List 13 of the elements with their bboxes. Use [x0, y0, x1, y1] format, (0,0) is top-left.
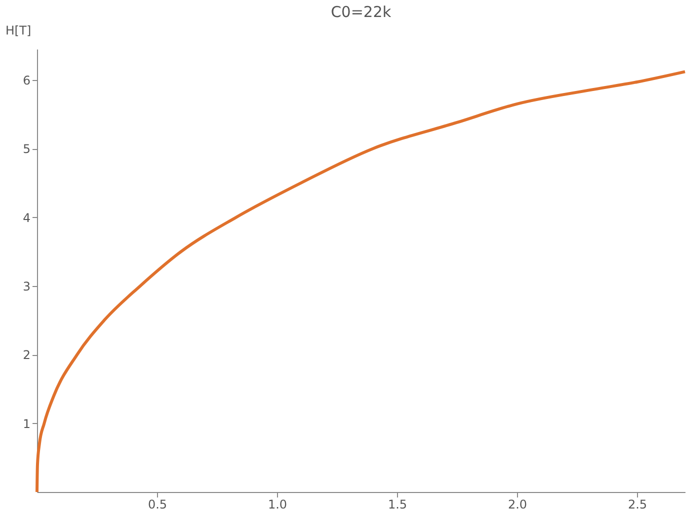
y-tick-label: 3: [22, 279, 30, 294]
y-tick-label: 5: [22, 142, 30, 156]
x-tick-label: 1.5: [388, 498, 408, 512]
y-tick-label: 4: [22, 210, 30, 225]
y-tick-label: 1: [22, 416, 30, 431]
x-tick-label: 0.5: [148, 498, 168, 512]
y-tick-label: 6: [22, 73, 30, 88]
x-tick-label: 1.0: [268, 498, 288, 512]
x-tick-label: 2.5: [628, 498, 648, 512]
chart-title: C0=22k: [330, 3, 392, 21]
y-axis-title: H[T]: [6, 24, 32, 38]
x-tick-label: 2.0: [508, 498, 528, 512]
y-tick-label: 2: [22, 348, 30, 362]
